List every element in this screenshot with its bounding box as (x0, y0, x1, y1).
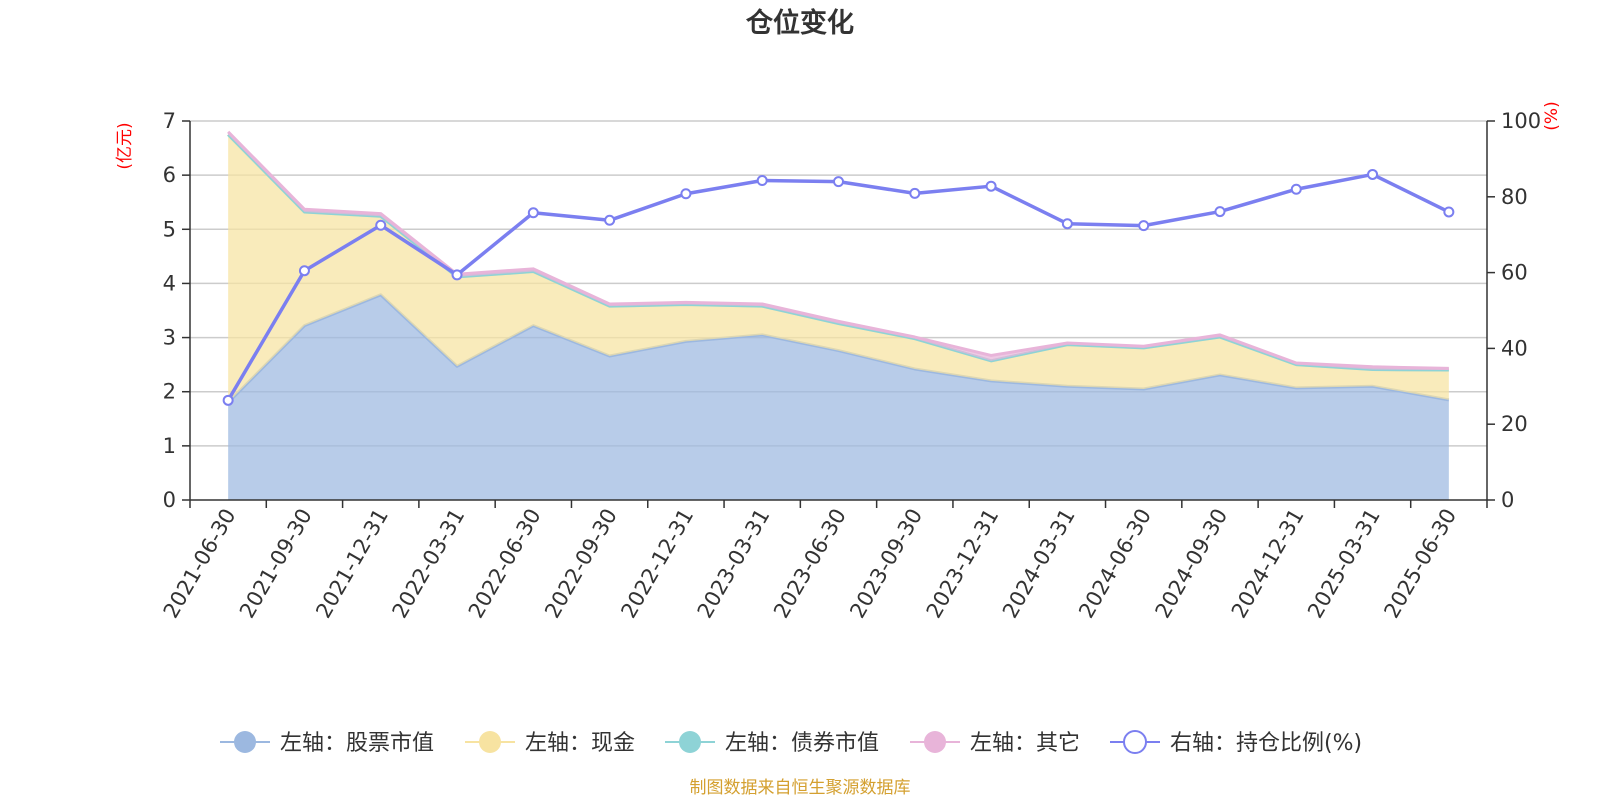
ratio-point (1214, 206, 1226, 218)
legend-label: 左轴：现金 (525, 731, 635, 756)
ratio-point (680, 188, 692, 200)
right-tick-label: 0 (1501, 488, 1514, 512)
ratio-point (298, 265, 310, 277)
x-tick-label: 2024-03-31 (998, 505, 1080, 623)
left-tick-label: 7 (163, 109, 176, 133)
area-2 (228, 134, 1449, 403)
ratio-point (909, 187, 921, 199)
ratio-point (604, 214, 616, 226)
ratio-point (833, 176, 844, 188)
ratio-point (1290, 183, 1302, 195)
ratio-point (1443, 206, 1455, 218)
left-tick-label: 2 (163, 380, 176, 404)
legend-marker (1123, 730, 1147, 754)
area-edge-1 (227, 293, 1450, 404)
left-tick-label: 0 (163, 488, 176, 512)
left-tick-label: 5 (163, 217, 176, 241)
left-tick-label: 3 (163, 326, 176, 350)
x-tick-label: 2022-09-30 (540, 505, 622, 623)
x-tick-label: 2025-06-30 (1379, 505, 1461, 623)
ratio-line-series (222, 168, 1455, 406)
legend-label: 右轴：持仓比例(%) (1170, 731, 1362, 756)
ratio-point (1061, 218, 1073, 230)
x-tick-label: 2024-09-30 (1150, 505, 1232, 623)
x-tick-label: 2023-09-30 (845, 505, 927, 623)
x-tick-label: 2024-06-30 (1074, 505, 1156, 623)
x-tick-label: 2023-12-31 (922, 505, 1004, 623)
ratio-point (985, 180, 997, 192)
legend-marker (679, 731, 701, 753)
ratio-point (1367, 168, 1379, 180)
ratio-point (222, 394, 234, 406)
area-edge-4 (227, 130, 1449, 370)
left-tick-label: 6 (163, 163, 176, 187)
x-tick-label: 2025-03-31 (1303, 505, 1385, 623)
right-tick-label: 80 (1501, 185, 1528, 209)
ratio-point (1138, 220, 1150, 232)
chart-title: 仓位变化 (745, 7, 854, 39)
legend: 左轴：股票市值 左轴：现金 左轴：债券市值 左轴：其它 右轴：持仓比例(%) (220, 730, 1362, 756)
left-tick-label: 1 (163, 434, 176, 458)
legend-label: 左轴：其它 (970, 731, 1080, 756)
x-tick-label: 2021-06-30 (159, 505, 241, 623)
x-tick-label: 2021-09-30 (235, 505, 317, 623)
x-tick-label: 2023-06-30 (769, 505, 851, 623)
x-tick-label: 2022-12-31 (616, 505, 698, 623)
x-tick-label: 2021-12-31 (311, 505, 393, 623)
ratio-point (375, 219, 387, 231)
legend-marker (234, 731, 256, 753)
x-tick-label: 2022-06-30 (464, 505, 546, 623)
left-tick-label: 4 (163, 271, 176, 295)
left-axis-unit: (亿元) (115, 122, 135, 169)
x-tick-label: 2024-12-31 (1227, 505, 1309, 623)
x-tick-label: 2022-03-31 (388, 505, 470, 623)
source-text: 制图数据来自恒生聚源数据库 (690, 778, 911, 798)
ratio-point (451, 269, 463, 281)
ratio-point (756, 175, 768, 187)
legend-marker (479, 731, 501, 753)
right-tick-label: 100 (1501, 109, 1541, 133)
area-1 (228, 294, 1449, 500)
right-tick-label: 40 (1501, 336, 1528, 360)
x-tick-label: 2023-03-31 (693, 505, 775, 623)
right-axis-unit: (%) (1542, 101, 1562, 130)
legend-label: 左轴：债券市值 (725, 731, 879, 756)
legend-marker (924, 731, 946, 753)
right-tick-label: 60 (1501, 261, 1528, 285)
ratio-point (527, 207, 539, 219)
right-tick-label: 20 (1501, 412, 1528, 436)
legend-label: 左轴：股票市值 (280, 731, 434, 756)
